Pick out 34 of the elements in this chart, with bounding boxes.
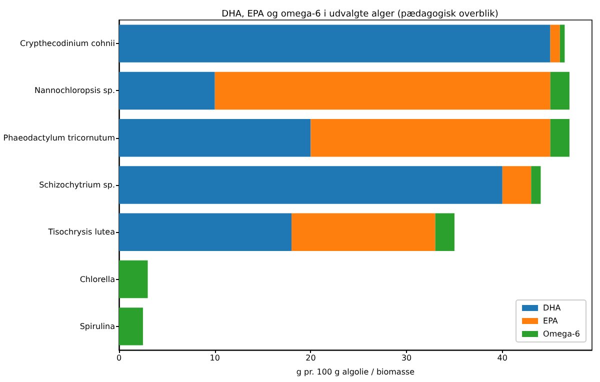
bar bbox=[119, 166, 502, 204]
y-tick-label: Schizochytrium sp. bbox=[39, 180, 115, 190]
y-tick-label: Tisochrysis lutea bbox=[47, 228, 116, 237]
x-tick-label: 0 bbox=[116, 354, 122, 362]
bar bbox=[119, 119, 311, 157]
y-tick-label: Phaeodactylum tricornutum bbox=[3, 133, 116, 142]
y-tick-label: Nannochloropsis sp. bbox=[34, 86, 115, 96]
bar bbox=[214, 72, 550, 110]
bar bbox=[550, 72, 570, 110]
y-tick-label: Chlorella bbox=[80, 274, 116, 284]
chart-title: DHA, EPA og omega-6 i udvalgte alger (pædagogisk overblik) bbox=[222, 10, 498, 20]
bar bbox=[531, 166, 541, 204]
legend-label: DHA bbox=[543, 304, 562, 312]
x-axis-title: g pr. 100 g algolie / biomasse bbox=[296, 368, 415, 376]
x-tick-label: 30 bbox=[401, 354, 412, 362]
bar bbox=[550, 24, 560, 62]
legend-label: Omega-6 bbox=[543, 330, 580, 338]
x-tick-label: 20 bbox=[306, 354, 316, 362]
bar bbox=[119, 260, 148, 298]
bar bbox=[560, 24, 565, 62]
bar bbox=[119, 213, 292, 251]
bar bbox=[119, 308, 143, 346]
x-tick-label: 10 bbox=[210, 354, 220, 362]
bar bbox=[310, 119, 550, 157]
legend-label: EPA bbox=[543, 316, 558, 326]
bar bbox=[292, 213, 436, 251]
bar bbox=[550, 119, 570, 157]
bar bbox=[435, 213, 454, 251]
y-tick-label: Crypthecodinium cohnii bbox=[20, 39, 115, 48]
x-tick-label: 40 bbox=[497, 354, 508, 362]
bar bbox=[119, 72, 215, 110]
bar bbox=[502, 166, 532, 204]
bar bbox=[119, 24, 550, 62]
y-tick-label: Spirulina bbox=[80, 322, 116, 331]
